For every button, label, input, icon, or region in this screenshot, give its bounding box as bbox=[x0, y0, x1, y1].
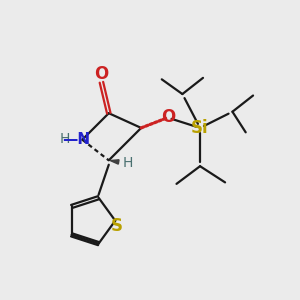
Text: O: O bbox=[161, 108, 176, 126]
Text: O: O bbox=[94, 65, 109, 83]
Polygon shape bbox=[110, 160, 119, 164]
Text: H: H bbox=[123, 156, 134, 170]
Text: Si: Si bbox=[191, 119, 209, 137]
Text: —N: —N bbox=[62, 132, 91, 147]
Text: S: S bbox=[111, 217, 123, 235]
Text: H: H bbox=[60, 132, 70, 146]
